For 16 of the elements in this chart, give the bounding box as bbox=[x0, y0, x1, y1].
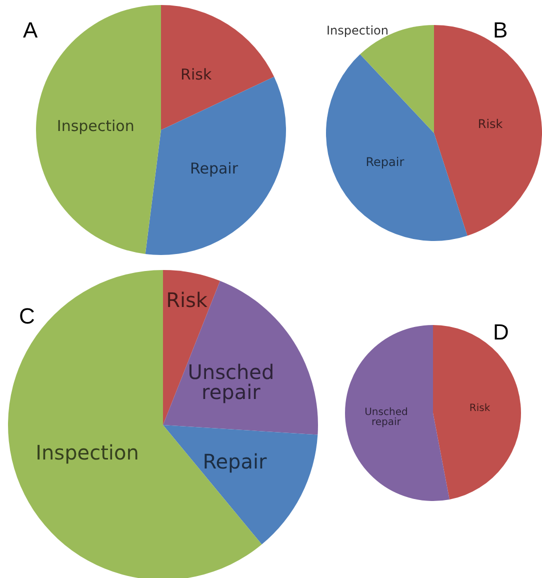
slice-label: Inspection bbox=[326, 24, 389, 38]
text: C bbox=[19, 304, 35, 328]
slice-label: Repair bbox=[366, 155, 404, 170]
slice-label: Inspection bbox=[36, 440, 139, 464]
slice-label: Repair bbox=[202, 450, 268, 474]
text: A bbox=[23, 18, 38, 42]
slice-label: Risk bbox=[166, 288, 208, 312]
slice-label: Unsched repair bbox=[364, 406, 408, 428]
slice-label: Unsched repair bbox=[188, 360, 274, 404]
chart-title: B bbox=[493, 18, 508, 42]
slice-label: Inspection bbox=[56, 116, 134, 135]
slice-label: Risk bbox=[180, 66, 212, 84]
slice-label: Risk bbox=[478, 117, 503, 132]
slice-label: Risk bbox=[469, 403, 490, 414]
slice-label: Repair bbox=[190, 160, 239, 178]
chart-title: D bbox=[493, 320, 509, 344]
